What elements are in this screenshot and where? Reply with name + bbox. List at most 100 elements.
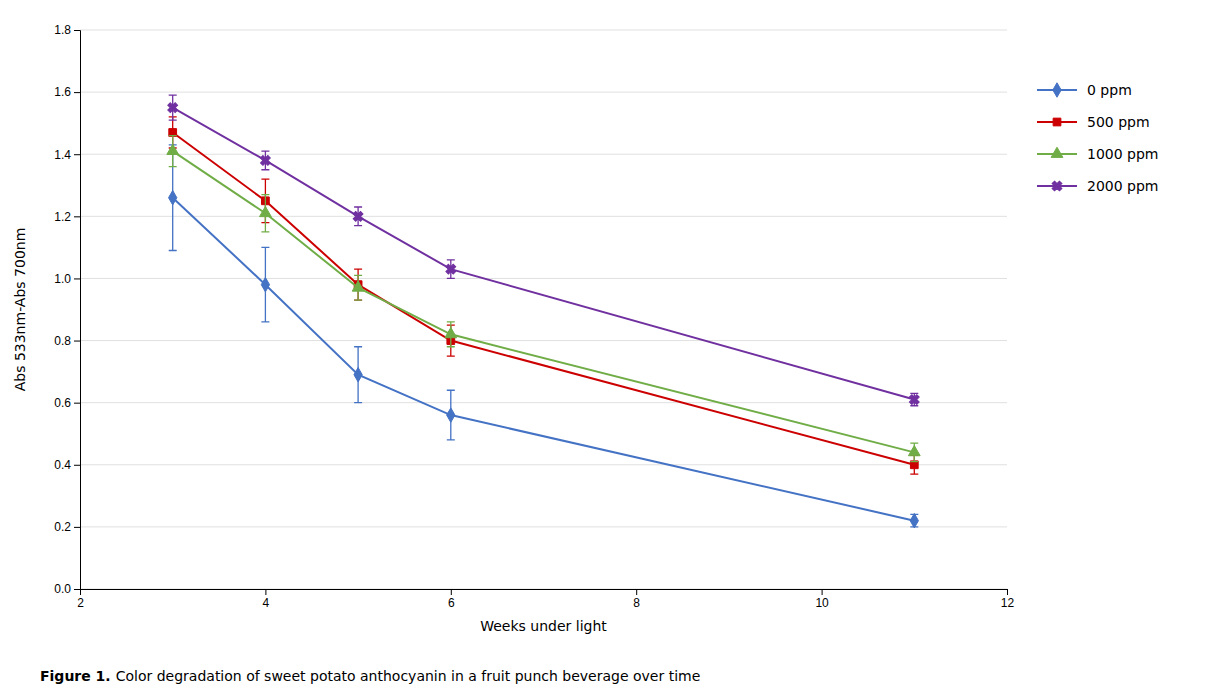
point	[910, 513, 918, 527]
y-tick: 0.0	[54, 582, 80, 596]
point	[443, 262, 458, 277]
y-tick-mark	[74, 278, 80, 279]
legend-marker	[1050, 179, 1065, 194]
y-tick: 1.4	[54, 148, 80, 162]
chart: 2 4 6 8 10 12 0.0 0.2 0.4 0.6 0.8 1.0 1.2 1.4 1.6 1.8 We…	[0, 0, 1207, 699]
legend-item: 2000 ppm	[1037, 178, 1159, 194]
x-tick-mark	[1007, 589, 1008, 595]
legend: 0 ppm 500 ppm 1000 ppm 2000 ppm	[1037, 82, 1159, 194]
point	[167, 144, 179, 154]
series-line	[173, 198, 915, 521]
caption: Figure 1.Color degradation of sweet pota…	[40, 668, 700, 684]
y-tick: 1.0	[54, 272, 80, 286]
y-tick-label: 0.6	[54, 396, 71, 410]
x-tick-label: 2	[77, 596, 84, 610]
error-bar	[354, 347, 362, 403]
y-tick-label: 0.2	[54, 520, 71, 534]
y-tick-label: 0.8	[54, 334, 71, 348]
x-axis: 2 4 6 8 10 12	[77, 589, 1014, 610]
x-tick: 2	[77, 589, 84, 610]
x-tick: 12	[1001, 589, 1015, 610]
legend-marker	[1051, 147, 1063, 157]
point	[447, 408, 455, 422]
plot: 2 4 6 8 10 12 0.0 0.2 0.4 0.6 0.8 1.0 1.2 1.4 1.6 1.8 We…	[12, 23, 1014, 634]
grid-line	[80, 464, 1007, 465]
legend-label: 2000 ppm	[1087, 178, 1159, 194]
series	[165, 95, 921, 407]
legend-label: 0 ppm	[1087, 82, 1132, 98]
grid-line	[80, 340, 1007, 341]
point	[260, 206, 272, 216]
x-tick-mark	[451, 589, 452, 595]
grid-line	[80, 278, 1007, 279]
y-axis-title: Abs 533nm-Abs 700nm	[12, 228, 28, 392]
y-tick-label: 1.6	[54, 85, 71, 99]
x-tick-label: 6	[448, 596, 455, 610]
y-tick: 0.8	[54, 334, 80, 348]
point	[165, 100, 180, 115]
x-tick-label: 12	[1001, 596, 1015, 610]
x-tick-mark	[265, 589, 266, 595]
point	[445, 328, 457, 338]
series	[167, 136, 920, 462]
y-tick: 1.2	[54, 210, 80, 224]
x-tick-label: 4	[263, 596, 270, 610]
point	[352, 281, 364, 291]
series-line	[173, 151, 915, 452]
legend-label: 1000 ppm	[1087, 146, 1159, 162]
point	[258, 153, 273, 168]
marks	[165, 95, 921, 528]
y-tick-label: 1.8	[54, 23, 71, 37]
x-tick-label: 8	[633, 596, 640, 610]
grid-line	[80, 216, 1007, 217]
y-tick-mark	[74, 527, 80, 528]
grid-line	[80, 92, 1007, 93]
point	[261, 277, 269, 291]
error-bar	[447, 390, 455, 440]
point	[907, 392, 922, 407]
y-tick-mark	[74, 589, 80, 590]
y-tick-mark	[74, 92, 80, 93]
grid-line	[80, 154, 1007, 155]
title: Figure 1.	[40, 668, 111, 684]
legend-item: 500 ppm	[1037, 114, 1150, 130]
y-tick-mark	[74, 216, 80, 217]
grid-line	[80, 30, 1007, 31]
grid-line	[80, 402, 1007, 403]
legend-item: 0 ppm	[1037, 82, 1132, 98]
y-tick-mark	[74, 403, 80, 404]
y-axis-line	[74, 31, 81, 590]
x-tick-label: 10	[815, 596, 829, 610]
legend-item: 1000 ppm	[1037, 146, 1159, 162]
legend-label: 500 ppm	[1087, 114, 1150, 130]
series-line	[173, 108, 915, 400]
y-tick: 1.6	[54, 85, 80, 99]
y-axis: 0.0 0.2 0.4 0.6 0.8 1.0 1.2 1.4 1.6 1.8	[54, 23, 80, 596]
x-tick: 8	[633, 589, 640, 610]
y-tick-mark	[74, 341, 80, 342]
legend-marker	[1053, 118, 1061, 126]
grid-line	[80, 526, 1007, 527]
point	[169, 190, 177, 204]
x-axis-line	[81, 590, 1008, 596]
y-tick-label: 1.2	[54, 210, 71, 224]
y-tick-label: 1.0	[54, 272, 71, 286]
point	[354, 368, 362, 382]
y-tick: 0.6	[54, 396, 80, 410]
x-tick-mark	[822, 589, 823, 595]
error-bar	[261, 247, 269, 322]
x-tick-mark	[636, 589, 637, 595]
y-tick-mark	[74, 30, 80, 31]
y-tick-mark	[74, 154, 80, 155]
x-axis-title: Weeks under light	[480, 618, 607, 634]
y-tick-label: 1.4	[54, 148, 71, 162]
y-tick-label: 0.0	[54, 582, 71, 596]
x-tick: 10	[815, 589, 829, 610]
y-tick-label: 0.4	[54, 458, 71, 472]
y-tick: 0.2	[54, 520, 80, 534]
y-tick: 1.8	[54, 23, 80, 37]
grid	[80, 30, 1007, 589]
error-bar	[910, 514, 918, 526]
point	[908, 446, 920, 456]
x-tick: 6	[448, 589, 455, 610]
